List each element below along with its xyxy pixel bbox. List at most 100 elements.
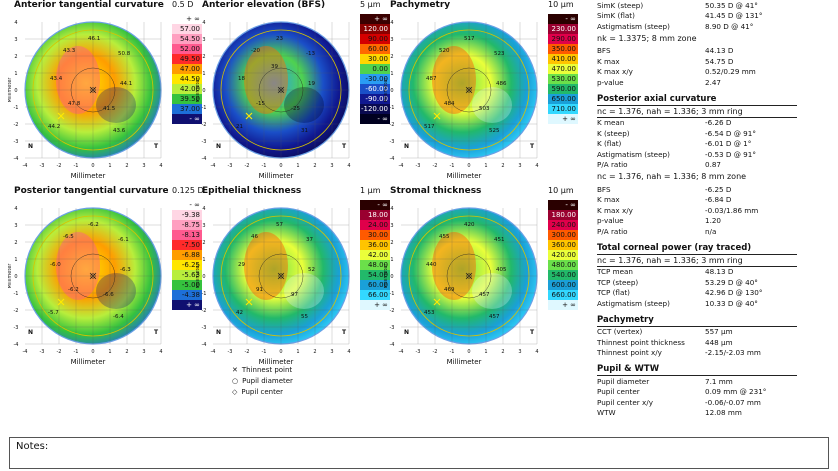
result-key: Astigmatism (steep) bbox=[597, 298, 670, 308]
map-value-label: -6.0 bbox=[50, 262, 61, 268]
pupil-center-marker bbox=[90, 87, 96, 93]
x-tick: -1 bbox=[450, 163, 455, 169]
result-row: TCP (steep) 53.29 D @ 40° bbox=[597, 277, 797, 288]
map-value-label: 31 bbox=[301, 128, 308, 134]
x-tick: 0 bbox=[91, 163, 94, 169]
y-tick: 3 bbox=[390, 37, 393, 43]
map-value-label: 43.6 bbox=[113, 128, 126, 134]
map-panel-0: Anterior tangential curvature 0.5 D 43.3 46… bbox=[8, 0, 202, 182]
scale-cell: 410.00 bbox=[548, 54, 578, 64]
scale-cell: -60.00 bbox=[360, 84, 390, 94]
thinnest-point-marker bbox=[245, 298, 253, 306]
scale-cell: -30.00 bbox=[360, 74, 390, 84]
result-row: K max x/y -0.03/1.86 mm bbox=[597, 205, 797, 216]
scale-cell: 240.00 bbox=[548, 220, 578, 230]
scale-cell: -5.00 bbox=[172, 280, 202, 290]
result-row: K mean -6.26 D bbox=[597, 118, 797, 129]
x-tick: -3 bbox=[416, 163, 421, 169]
x-tick: -1 bbox=[450, 349, 455, 355]
x-tick: 1 bbox=[108, 163, 111, 169]
map-value-label: 52 bbox=[308, 267, 315, 273]
y-tick: 3 bbox=[202, 37, 205, 43]
x-tick: -3 bbox=[40, 163, 45, 169]
x-tick: -2 bbox=[245, 163, 250, 169]
x-tick: -4 bbox=[211, 163, 216, 169]
scale-cell: 710.00 bbox=[548, 104, 578, 114]
scale-cell: - ∞ bbox=[172, 200, 202, 210]
result-row: BFS 44.13 D bbox=[597, 46, 797, 57]
x-tick: -1 bbox=[262, 163, 267, 169]
map-value-label: 57 bbox=[276, 222, 283, 228]
y-axis-label: Millimeter bbox=[196, 263, 201, 289]
result-row: TCP (flat) 42.96 D @ 130° bbox=[597, 288, 797, 299]
result-key: p-value bbox=[597, 216, 624, 226]
result-value: -6.26 D bbox=[705, 118, 732, 128]
x-tick: 4 bbox=[347, 163, 350, 169]
scale-cell: -120.00 bbox=[360, 104, 390, 114]
x-tick: 2 bbox=[125, 349, 128, 355]
result-value: 53.29 D @ 40° bbox=[705, 277, 758, 287]
scale-cell: 49.50 bbox=[172, 54, 202, 64]
scale-cell: 42.00 bbox=[360, 250, 390, 260]
y-axis-label: Millimeter bbox=[384, 77, 389, 103]
map-value-label: 517 bbox=[464, 36, 475, 42]
result-key: CCT (vertex) bbox=[597, 327, 643, 337]
map-value-label: -6.1 bbox=[118, 237, 129, 243]
y-tick: 0 bbox=[14, 274, 17, 280]
x-tick: 4 bbox=[347, 349, 350, 355]
result-key: K mean bbox=[597, 118, 625, 128]
x-tick: 3 bbox=[330, 349, 333, 355]
map-value-label: 23 bbox=[276, 36, 283, 42]
x-tick: 2 bbox=[501, 349, 504, 355]
y-tick: -1 bbox=[202, 105, 207, 111]
x-tick: 1 bbox=[484, 349, 487, 355]
scale-cell: 590.00 bbox=[548, 84, 578, 94]
y-tick: 1 bbox=[390, 257, 393, 263]
x-tick: -3 bbox=[416, 349, 421, 355]
y-tick: 4 bbox=[202, 206, 205, 212]
map-value-label: 440 bbox=[426, 262, 437, 268]
scale-cell: -7.50 bbox=[172, 240, 202, 250]
y-tick: -2 bbox=[202, 308, 207, 314]
map-value-label: 484 bbox=[444, 101, 455, 107]
results-panel: SimK (steep) 50.35 D @ 41° SimK (flat) 41.4… bbox=[597, 0, 797, 418]
map-value-label: 525 bbox=[489, 128, 500, 134]
result-key: Pupil center x/y bbox=[597, 397, 653, 407]
result-row: Astigmatism (steep) -0.53 D @ 91° bbox=[597, 149, 797, 160]
map-value-label: 457 bbox=[479, 292, 490, 298]
x-tick: 4 bbox=[159, 163, 162, 169]
y-tick: 1 bbox=[202, 257, 205, 263]
y-axis-label: Millimeter bbox=[196, 77, 201, 103]
scale-cell: 66.00 bbox=[360, 290, 390, 300]
map-value-label: 520 bbox=[439, 48, 450, 54]
map-value-label: 453 bbox=[424, 310, 435, 316]
result-value: 44.13 D bbox=[705, 46, 734, 56]
notes-box[interactable]: Notes: bbox=[9, 437, 829, 469]
panel-title: Epithelial thickness bbox=[202, 186, 302, 196]
map-value-label: 97 bbox=[291, 292, 298, 298]
result-key: p-value bbox=[597, 77, 624, 87]
post-zone-header: nc = 1.376, nah = 1.336; 8 mm zone bbox=[597, 172, 747, 181]
scale-cell: - ∞ bbox=[548, 14, 578, 24]
map-value-label: 523 bbox=[494, 51, 505, 57]
pupil-center-marker bbox=[278, 273, 284, 279]
result-key: Thinnest point x/y bbox=[597, 348, 662, 358]
result-key: P/A ratio bbox=[597, 160, 628, 170]
map-value-label: 517 bbox=[424, 124, 435, 130]
scale-cell: 42.00 bbox=[172, 84, 202, 94]
panel-step: 5 µm bbox=[360, 0, 381, 9]
scale-cell: 650.00 bbox=[548, 94, 578, 104]
result-row: BFS -6.25 D bbox=[597, 184, 797, 195]
scale-cell: 420.00 bbox=[548, 250, 578, 260]
x-tick: -3 bbox=[228, 163, 233, 169]
scale-cell: 47.00 bbox=[172, 64, 202, 74]
result-value: 557 µm bbox=[705, 327, 733, 337]
result-key: K max x/y bbox=[597, 205, 633, 215]
x-tick: 0 bbox=[467, 163, 470, 169]
map-value-label: 46 bbox=[251, 234, 258, 240]
map-value-label: 455 bbox=[439, 234, 450, 240]
y-tick: -3 bbox=[390, 139, 395, 145]
y-tick: -1 bbox=[14, 105, 19, 111]
thinnest-point-marker bbox=[433, 112, 441, 120]
scale-cell: -8.13 bbox=[172, 230, 202, 240]
